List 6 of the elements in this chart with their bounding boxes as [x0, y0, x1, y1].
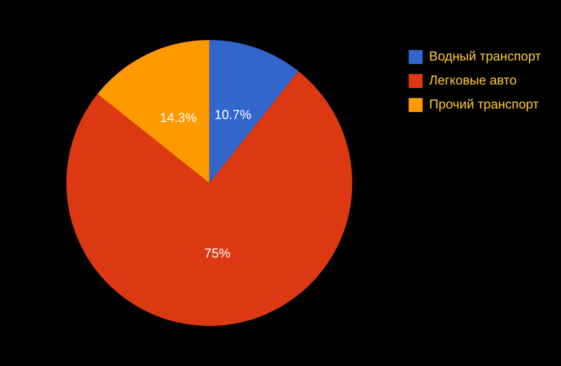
- data-label: 10.7%: [214, 107, 252, 122]
- legend-label: Прочий транспорт: [429, 96, 539, 112]
- legend-label: Легковые авто: [429, 72, 517, 88]
- legend-label: Водный транспорт: [429, 48, 542, 64]
- data-label: 75%: [204, 246, 231, 261]
- data-label: 14.3%: [160, 110, 198, 126]
